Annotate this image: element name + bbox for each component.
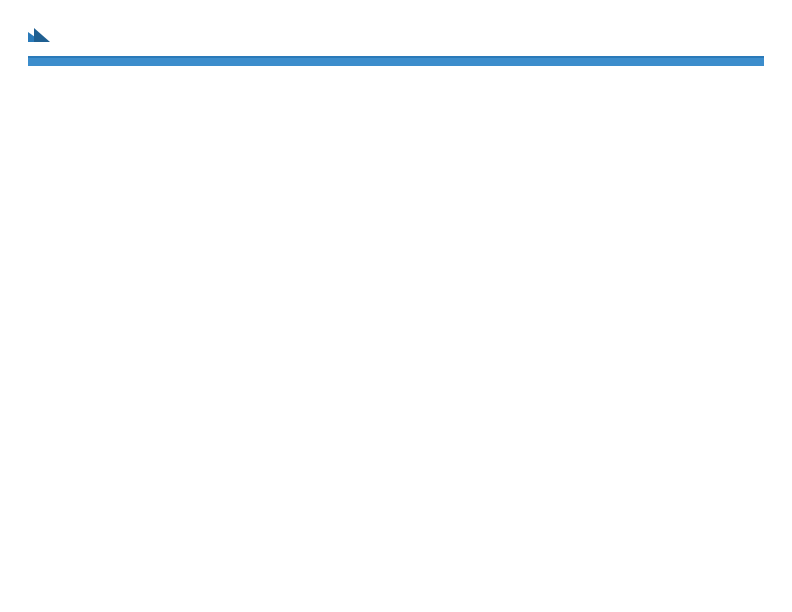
calendar-page xyxy=(0,0,792,90)
logo-text xyxy=(28,24,50,46)
day-header xyxy=(659,58,764,66)
day-header xyxy=(238,58,343,66)
triangle-icon xyxy=(28,24,50,38)
day-header xyxy=(133,58,238,66)
page-header xyxy=(28,24,764,46)
calendar-grid xyxy=(28,56,764,66)
day-header xyxy=(343,58,448,66)
day-header-row xyxy=(28,58,764,66)
day-header xyxy=(449,58,554,66)
logo xyxy=(28,24,50,46)
day-header xyxy=(28,58,133,66)
day-header xyxy=(554,58,659,66)
